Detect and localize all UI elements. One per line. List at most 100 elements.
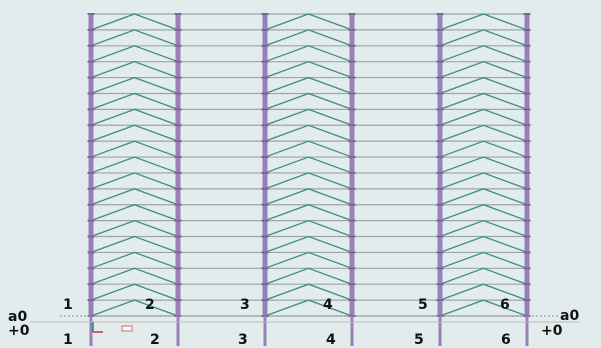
column-joint xyxy=(261,108,269,111)
chevron-brace xyxy=(90,60,179,79)
column-joint xyxy=(87,156,95,159)
column-joint xyxy=(436,235,444,238)
chevron-brace xyxy=(90,172,179,190)
chevron-brace xyxy=(439,140,528,158)
chevron-brace xyxy=(264,108,353,126)
chevron-brace xyxy=(264,172,353,190)
chevron-brace xyxy=(264,76,353,95)
column-1 xyxy=(88,13,94,317)
chevron-brace xyxy=(439,299,528,317)
column-joint xyxy=(523,203,531,206)
chevron-brace xyxy=(264,251,353,269)
column-2 xyxy=(175,13,181,317)
column-joint xyxy=(436,203,444,206)
column-joint xyxy=(436,92,444,95)
column-joint xyxy=(348,124,356,127)
column-joint xyxy=(174,124,182,127)
grid-label-bottom-1: 1 xyxy=(63,332,73,348)
column-joint xyxy=(436,219,444,222)
column-joint xyxy=(348,267,356,270)
column-joint xyxy=(87,203,95,206)
ucs-axis-icon xyxy=(92,322,133,333)
chevron-brace xyxy=(439,156,528,174)
chevron-brace xyxy=(90,267,179,285)
chevron-brace xyxy=(90,219,179,238)
column-joint xyxy=(348,44,356,47)
column-joint xyxy=(348,76,356,79)
column-joint xyxy=(436,44,444,47)
chevron-brace xyxy=(90,251,179,269)
column-joint xyxy=(174,28,182,31)
chevron-brace xyxy=(90,92,179,110)
column-joint xyxy=(348,283,356,286)
column-joint xyxy=(87,251,95,254)
column-joint xyxy=(87,219,95,222)
chevron-brace xyxy=(264,140,353,158)
chevron-brace xyxy=(90,124,179,142)
column-6 xyxy=(524,13,530,317)
chevron-brace xyxy=(264,235,353,254)
chevron-brace xyxy=(90,45,179,63)
column-joint xyxy=(523,13,531,15)
column-joint xyxy=(348,13,356,15)
chevron-brace xyxy=(90,235,179,254)
column-joint xyxy=(261,187,269,190)
column-joint xyxy=(436,156,444,159)
columns-group xyxy=(87,13,531,346)
column-joint xyxy=(523,171,531,174)
column-joint xyxy=(174,251,182,254)
column-joint xyxy=(261,13,269,15)
column-joint xyxy=(87,299,95,302)
column-joint xyxy=(87,187,95,190)
column-joint xyxy=(174,171,182,174)
chevron-brace xyxy=(439,92,528,110)
column-joint xyxy=(523,283,531,286)
column-joint xyxy=(436,13,444,15)
chevron-brace xyxy=(439,235,528,254)
chevron-brace xyxy=(90,29,179,47)
column-joint xyxy=(87,283,95,286)
column-joint xyxy=(261,283,269,286)
column-joint xyxy=(523,299,531,302)
axis-tag-left-bottom: +0 xyxy=(8,323,30,339)
column-joint xyxy=(87,108,95,111)
column-joint xyxy=(348,108,356,111)
column-joint xyxy=(523,219,531,222)
grid-label-bottom-3: 3 xyxy=(238,332,248,348)
column-joint xyxy=(436,108,444,111)
column-joint xyxy=(348,235,356,238)
grid-label-top-6: 6 xyxy=(500,297,510,313)
column-joint xyxy=(523,187,531,190)
column-joint xyxy=(87,13,95,15)
chevron-brace xyxy=(264,13,353,31)
grid-label-top-3: 3 xyxy=(240,297,250,313)
column-joint xyxy=(348,251,356,254)
column-joint xyxy=(523,156,531,159)
column-joint xyxy=(348,92,356,95)
chevron-brace xyxy=(439,76,528,95)
column-joint xyxy=(436,124,444,127)
column-joint xyxy=(87,76,95,79)
chevron-brace xyxy=(439,172,528,190)
column-joint xyxy=(523,92,531,95)
column-joint xyxy=(87,92,95,95)
column-joint xyxy=(348,28,356,31)
column-joint xyxy=(348,187,356,190)
chevron-brace xyxy=(264,29,353,47)
column-joint xyxy=(87,171,95,174)
column-joint xyxy=(348,219,356,222)
column-joint xyxy=(523,28,531,31)
column-joint xyxy=(436,140,444,143)
chevron-brace xyxy=(264,219,353,238)
column-joint xyxy=(87,140,95,143)
chevron-brace xyxy=(264,283,353,301)
chevron-brace xyxy=(264,156,353,174)
grid-label-top-4: 4 xyxy=(323,297,333,313)
column-joint xyxy=(261,219,269,222)
grid-label-top-2: 2 xyxy=(145,297,155,313)
column-joint xyxy=(348,156,356,159)
grid-label-bottom-4: 4 xyxy=(326,332,336,348)
